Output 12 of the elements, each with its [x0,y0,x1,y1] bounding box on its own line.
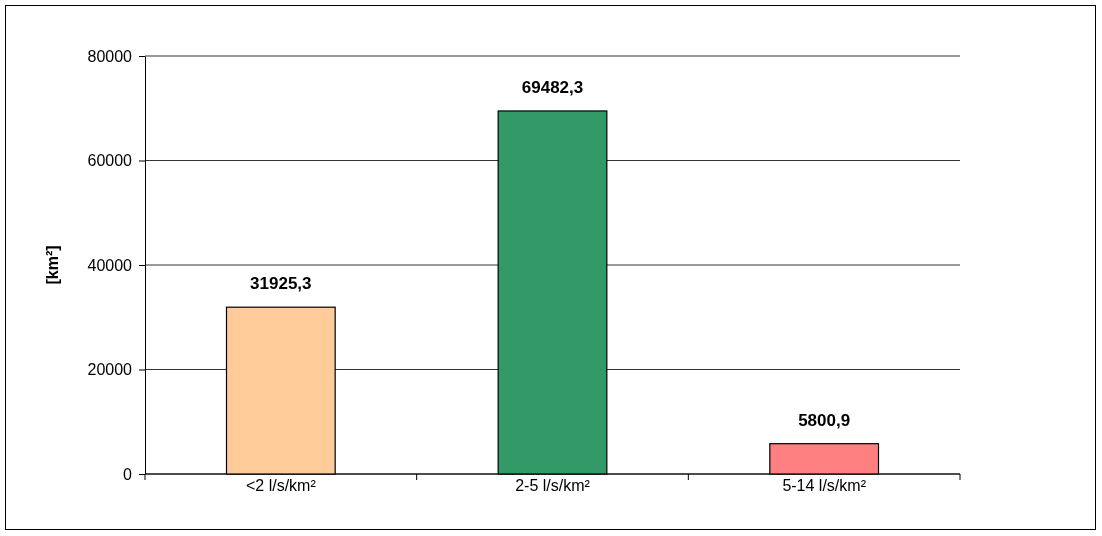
y-tick-label: 40000 [87,256,133,274]
data-label: 5800,9 [798,410,851,430]
y-tick-label: 0 [123,465,133,483]
x-tick-label: 5-14 l/s/km² [782,477,867,494]
y-tick-label: 80000 [87,47,133,65]
y-tick-label: 60000 [87,152,133,170]
y-tick-label: 20000 [87,361,133,379]
data-label: 31925,3 [250,274,312,294]
data-label: 69482,3 [521,77,584,97]
y-axis-title: [km²] [44,245,61,285]
x-tick-label: 2-5 l/s/km² [515,477,591,494]
x-tick-label: <2 l/s/km² [245,477,317,494]
